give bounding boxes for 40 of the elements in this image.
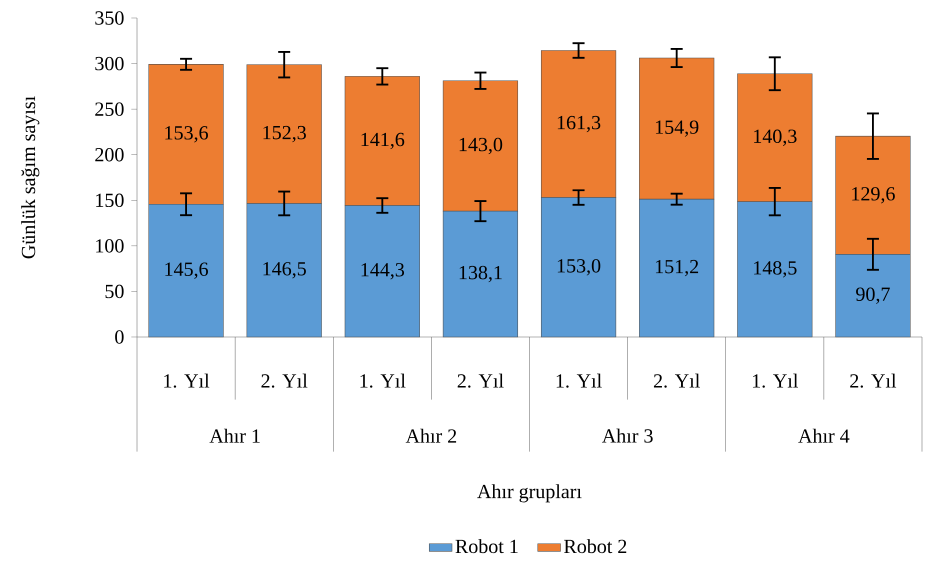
y-axis-title: Günlük sağım sayısı [21,96,40,258]
x-axis-title: Ahır grupları [477,484,582,502]
text: Ahır 2 [406,428,456,443]
data-label: 161,3 [558,116,600,132]
data-label: 143,0 [460,138,502,154]
x-tick-label: 1. Yıl [360,374,406,388]
data-label: 146,5 [263,262,306,278]
y-tick-label: 300 [95,56,124,70]
data-label: 151,2 [656,260,698,276]
text: Ahır 3 [602,428,653,443]
text: Ahır 1 [209,428,260,443]
x-tick-label: 2. Yıl [261,374,308,388]
data-label: 144,3 [362,263,404,280]
text: Ahır 4 [798,428,850,443]
x-tick-label: 2. Yıl [458,374,504,388]
data-label: 154,9 [656,120,698,137]
y-tick-label: 150 [96,194,124,208]
x-tick-label: 2. Yıl [654,374,700,388]
x-tick-label: 1. Yıl [164,374,210,388]
y-tick-label: 50 [106,284,124,298]
data-label: 152,3 [263,126,306,142]
x-tick-label: 1. Yıl [752,374,798,388]
data-label: 153,6 [165,126,208,142]
y-tick-label: 0 [115,330,124,344]
x-tick-label: 1. Yıl [556,374,602,388]
data-label: 153,0 [558,259,600,276]
data-label: 129,6 [852,187,895,204]
y-tick-label: 250 [95,102,124,116]
data-label: 138,1 [460,266,502,282]
data-label: 148,5 [754,261,797,278]
x-tick-label: 2. Yıl [850,374,896,388]
y-tick-label: 200 [95,148,124,162]
legend-label: Robot 1 [456,539,518,554]
legend-label: Robot 2 [564,539,626,554]
data-label: 140,3 [754,130,797,146]
data-label: 145,6 [165,262,208,279]
y-tick-label: 350 [95,11,124,25]
data-label: 141,6 [362,132,404,150]
data-label: 90,7 [856,287,890,304]
y-tick-label: 100 [96,239,124,253]
